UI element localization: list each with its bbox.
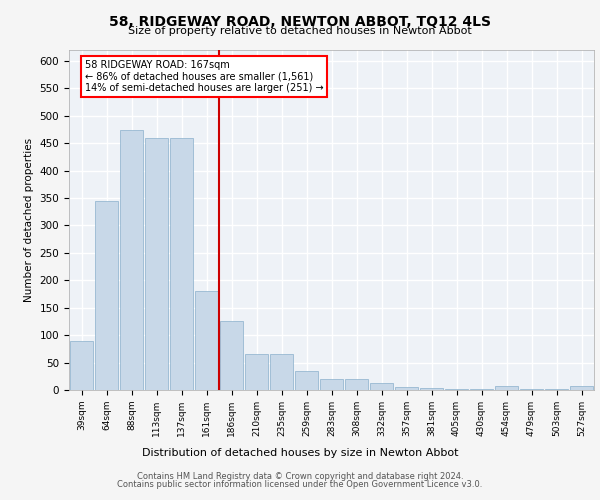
Bar — [194, 292, 218, 390]
Bar — [145, 138, 169, 390]
Text: Contains public sector information licensed under the Open Government Licence v3: Contains public sector information licen… — [118, 480, 482, 489]
Bar — [344, 379, 368, 390]
Bar — [569, 386, 593, 390]
Bar — [119, 130, 143, 390]
Bar — [494, 386, 518, 390]
Text: 58, RIDGEWAY ROAD, NEWTON ABBOT, TQ12 4LS: 58, RIDGEWAY ROAD, NEWTON ABBOT, TQ12 4L… — [109, 15, 491, 29]
Bar — [320, 379, 343, 390]
Bar — [370, 384, 394, 390]
Bar — [419, 388, 443, 390]
Text: Distribution of detached houses by size in Newton Abbot: Distribution of detached houses by size … — [142, 448, 458, 458]
Bar — [70, 340, 94, 390]
Bar — [470, 389, 493, 390]
Bar — [95, 201, 118, 390]
Text: 58 RIDGEWAY ROAD: 167sqm
← 86% of detached houses are smaller (1,561)
14% of sem: 58 RIDGEWAY ROAD: 167sqm ← 86% of detach… — [85, 60, 323, 94]
Text: Size of property relative to detached houses in Newton Abbot: Size of property relative to detached ho… — [128, 26, 472, 36]
Bar — [520, 389, 544, 390]
Text: Contains HM Land Registry data © Crown copyright and database right 2024.: Contains HM Land Registry data © Crown c… — [137, 472, 463, 481]
Bar — [245, 354, 268, 390]
Bar — [545, 389, 568, 390]
Bar — [170, 138, 193, 390]
Bar — [295, 371, 319, 390]
Bar — [220, 322, 244, 390]
Y-axis label: Number of detached properties: Number of detached properties — [24, 138, 34, 302]
Bar — [269, 354, 293, 390]
Bar — [445, 389, 469, 390]
Bar — [395, 388, 418, 390]
